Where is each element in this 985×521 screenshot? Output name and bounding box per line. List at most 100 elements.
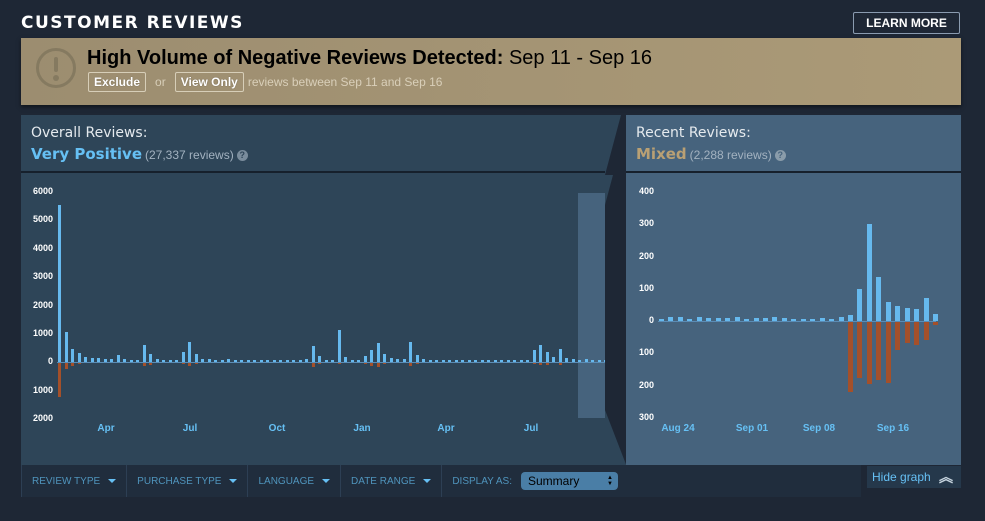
positive-bar [584, 359, 588, 363]
positive-bar [233, 360, 237, 363]
recent-range-highlight [578, 193, 608, 418]
x-axis-tick: Oct [268, 423, 286, 434]
positive-bar [116, 355, 120, 363]
positive-bar [292, 360, 295, 363]
view-only-button[interactable]: View Only [174, 72, 244, 92]
hide-graph-button[interactable]: Hide graph ︽ [867, 466, 961, 488]
review-type-label: REVIEW TYPE [32, 475, 101, 487]
positive-bar [493, 360, 497, 363]
y-axis-tick: 2000 [32, 299, 53, 310]
positive-bar [344, 356, 347, 363]
positive-bar [155, 358, 159, 363]
positive-bar [591, 360, 594, 363]
positive-bar [435, 360, 438, 363]
negative-bar [545, 363, 549, 365]
exclude-button[interactable]: Exclude [88, 72, 147, 92]
negative-bar [383, 363, 386, 365]
x-axis-tick: Jan [353, 423, 371, 434]
positive-bar [467, 360, 471, 363]
positive-bar [506, 360, 510, 363]
negative-bar [77, 363, 81, 365]
help-icon[interactable]: ? [774, 150, 786, 161]
display-as-value: Summary [528, 474, 580, 488]
exclamation-circle-icon [36, 48, 76, 88]
select-arrows-icon: ▲ ▼ [607, 475, 613, 487]
positive-bar [753, 318, 759, 322]
language-filter[interactable]: LANGUAGE [247, 465, 340, 497]
learn-more-button[interactable]: LEARN MORE [853, 12, 960, 34]
positive-bar [240, 360, 243, 363]
positive-bar [58, 204, 61, 363]
positive-bar [829, 318, 835, 322]
y-axis-tick: 100 [638, 282, 654, 293]
positive-bar [454, 360, 458, 363]
y-axis-tick: 200 [638, 379, 654, 390]
positive-bar [136, 360, 139, 363]
recent-summary: Mixed (2,288 reviews)? [636, 145, 786, 163]
caret-down-icon [322, 479, 331, 483]
section-title: CUSTOMER REVIEWS [21, 13, 244, 33]
y-axis-tick: 4000 [32, 242, 53, 253]
positive-bar [90, 357, 94, 363]
positive-bar [552, 356, 555, 363]
negative-bar [71, 363, 74, 366]
negative-bar [149, 363, 152, 365]
positive-bar [428, 360, 432, 363]
positive-bar [762, 318, 768, 322]
negative-bar [363, 363, 367, 365]
positive-bar [149, 353, 152, 363]
positive-bar [441, 360, 445, 363]
positive-bar [706, 317, 712, 322]
positive-bar [389, 358, 393, 363]
positive-bar [142, 345, 146, 363]
positive-bar [77, 352, 81, 363]
negative-bar [904, 322, 910, 344]
negative-bar [376, 363, 380, 367]
y-axis-tick: 1000 [32, 384, 53, 395]
display-as-select[interactable]: Summary ▲ ▼ [521, 472, 618, 490]
x-axis-tick: Apr [437, 423, 455, 434]
positive-bar [810, 319, 816, 322]
or-text: or [155, 75, 166, 89]
positive-bar [181, 352, 185, 363]
negative-bar [539, 363, 542, 365]
positive-bar [857, 288, 863, 322]
positive-bar [350, 360, 354, 363]
alert-title: High Volume of Negative Reviews Detected… [87, 47, 652, 70]
help-icon[interactable]: ? [236, 150, 248, 161]
negative-bar [885, 322, 891, 383]
positive-bar [558, 349, 562, 363]
positive-bar [461, 360, 464, 363]
positive-bar [422, 358, 425, 363]
positive-bar [402, 359, 406, 363]
positive-bar [659, 319, 664, 322]
purchase-type-filter[interactable]: PURCHASE TYPE [126, 465, 247, 497]
negative-bar [337, 363, 341, 365]
review-filters-bar: REVIEW TYPE PURCHASE TYPE LANGUAGE DATE … [21, 465, 861, 497]
positive-bar [129, 360, 133, 363]
positive-bar [376, 343, 380, 363]
negative-bar [181, 363, 185, 365]
negative-bar [64, 363, 68, 369]
positive-bar [744, 319, 750, 322]
display-as-label: DISPLAY AS: [452, 475, 512, 487]
negative-bar [311, 363, 315, 367]
recent-reviews-label: Recent Reviews: [636, 125, 751, 141]
x-axis-tick: Apr [97, 423, 115, 434]
x-axis-tick: Jul [523, 423, 539, 434]
negative-bar [923, 322, 929, 340]
positive-bar [513, 360, 516, 363]
positive-bar [866, 224, 872, 322]
positive-bar [571, 358, 575, 363]
positive-bar [677, 317, 683, 322]
positive-bar [357, 360, 360, 363]
date-range-filter[interactable]: DATE RANGE [340, 465, 441, 497]
y-axis-tick: 3000 [32, 271, 53, 282]
negative-reviews-alert: High Volume of Negative Reviews Detected… [21, 38, 961, 105]
positive-bar [97, 357, 100, 363]
caret-down-icon [229, 479, 238, 483]
positive-bar [772, 316, 778, 322]
review-type-filter[interactable]: REVIEW TYPE [21, 465, 126, 497]
positive-bar [337, 329, 341, 363]
positive-bar [819, 317, 825, 322]
